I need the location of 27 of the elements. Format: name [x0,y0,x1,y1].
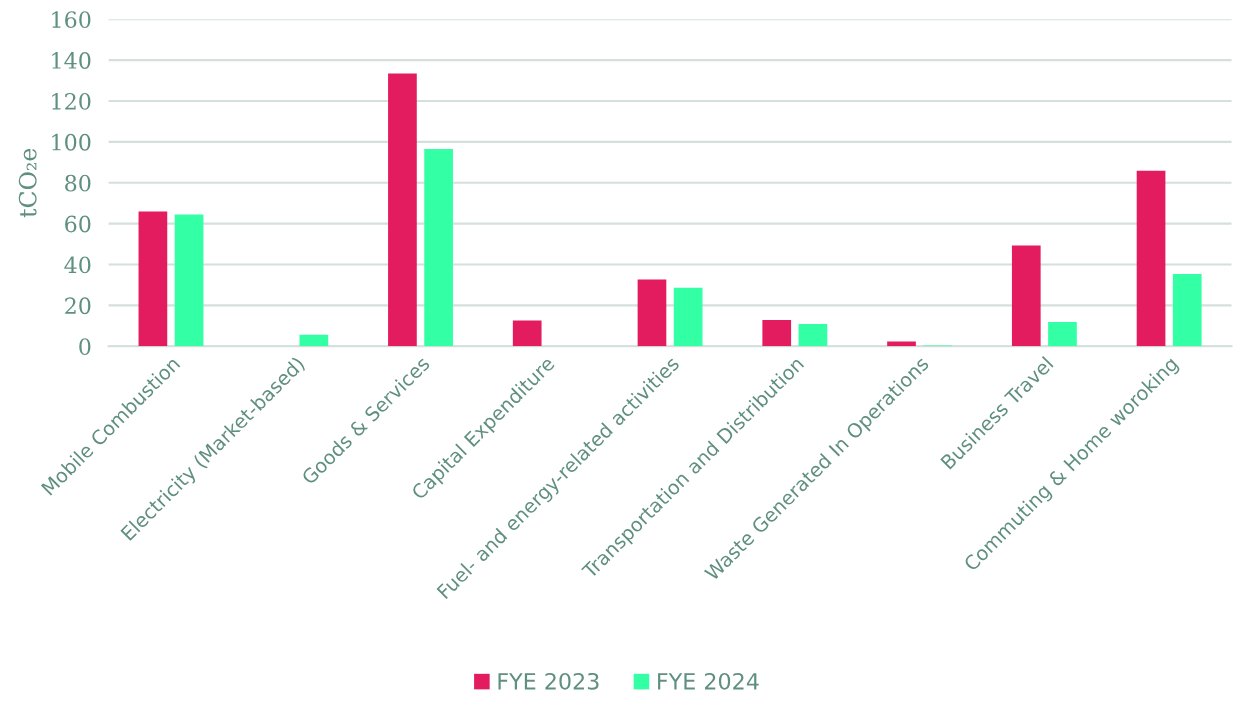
bar [1011,245,1041,347]
bar [138,211,168,347]
bar [673,287,703,347]
bar [512,320,542,347]
bar [424,149,453,347]
y-tick-label: 120 [52,92,91,110]
y-axis-title: tCO₂e [18,148,37,218]
y-tick-label: 80 [65,174,91,192]
bar [762,319,792,347]
legend-label: FYE 2024 [658,672,759,690]
bar [798,324,828,347]
bar [1136,170,1166,347]
y-tick-label: 100 [52,133,91,151]
bar [388,73,417,347]
y-tick-label: 0 [79,338,91,356]
bar [1172,273,1202,347]
bar [887,341,916,347]
y-tick-label: 40 [64,256,91,274]
y-tick-label: 20 [65,297,91,315]
bar [299,334,329,347]
y-tick-label: 160 [52,11,91,29]
bar [174,214,204,347]
bar [1048,321,1077,347]
y-tick-label: 60 [65,215,91,233]
bar [637,279,667,347]
y-tick-label: 140 [52,52,91,69]
legend-label: FYE 2023 [498,672,599,690]
